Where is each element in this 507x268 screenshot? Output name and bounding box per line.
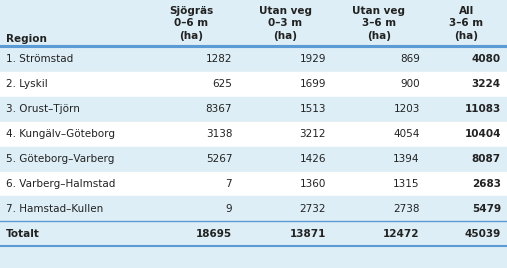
Text: 1394: 1394 (393, 154, 420, 164)
Text: 13871: 13871 (289, 229, 326, 239)
Text: Utan veg
0–3 m
(ha): Utan veg 0–3 m (ha) (259, 6, 312, 41)
Text: 869: 869 (400, 54, 420, 64)
Bar (0, 72, 507, 97)
Text: Utan veg
3–6 m
(ha): Utan veg 3–6 m (ha) (352, 6, 406, 41)
Text: 1. Strömstad: 1. Strömstad (6, 54, 74, 64)
Text: 3138: 3138 (206, 129, 232, 139)
Bar (0, 221, 507, 246)
Text: 1315: 1315 (393, 179, 420, 189)
Text: 4080: 4080 (472, 54, 501, 64)
Text: 11083: 11083 (465, 104, 501, 114)
Text: 8367: 8367 (206, 104, 232, 114)
Text: 900: 900 (400, 79, 420, 89)
Text: 2683: 2683 (472, 179, 501, 189)
Text: 9: 9 (226, 204, 232, 214)
Text: 2738: 2738 (393, 204, 420, 214)
Text: 45039: 45039 (465, 229, 501, 239)
Text: 5479: 5479 (472, 204, 501, 214)
Text: 4054: 4054 (393, 129, 420, 139)
Bar (0, 196, 507, 221)
Text: 18695: 18695 (196, 229, 232, 239)
Bar (0, 0, 507, 47)
Text: 6. Varberg–Halmstad: 6. Varberg–Halmstad (6, 179, 116, 189)
Text: Totalt: Totalt (6, 229, 40, 239)
Bar (0, 47, 507, 72)
Text: Sjögräs
0–6 m
(ha): Sjögräs 0–6 m (ha) (169, 6, 213, 41)
Text: 1360: 1360 (300, 179, 326, 189)
Text: 4. Kungälv–Göteborg: 4. Kungälv–Göteborg (6, 129, 115, 139)
Text: 1426: 1426 (300, 154, 326, 164)
Text: 12472: 12472 (383, 229, 420, 239)
Bar (0, 97, 507, 122)
Text: 1282: 1282 (206, 54, 232, 64)
Bar (0, 172, 507, 196)
Text: 2732: 2732 (300, 204, 326, 214)
Text: 3. Orust–Tjörn: 3. Orust–Tjörn (6, 104, 80, 114)
Text: 7: 7 (226, 179, 232, 189)
Text: 5267: 5267 (206, 154, 232, 164)
Text: 8087: 8087 (472, 154, 501, 164)
Text: 3224: 3224 (472, 79, 501, 89)
Text: All
3–6 m
(ha): All 3–6 m (ha) (449, 6, 484, 41)
Bar (0, 147, 507, 172)
Text: 1203: 1203 (393, 104, 420, 114)
Text: 7. Hamstad–Kullen: 7. Hamstad–Kullen (6, 204, 103, 214)
Text: 1699: 1699 (300, 79, 326, 89)
Text: Region: Region (6, 34, 47, 44)
Text: 1929: 1929 (300, 54, 326, 64)
Text: 3212: 3212 (300, 129, 326, 139)
Text: 5. Göteborg–Varberg: 5. Göteborg–Varberg (6, 154, 115, 164)
Text: 625: 625 (212, 79, 232, 89)
Bar (0, 122, 507, 147)
Text: 1513: 1513 (300, 104, 326, 114)
Text: 10404: 10404 (464, 129, 501, 139)
Text: 2. Lyskil: 2. Lyskil (6, 79, 48, 89)
